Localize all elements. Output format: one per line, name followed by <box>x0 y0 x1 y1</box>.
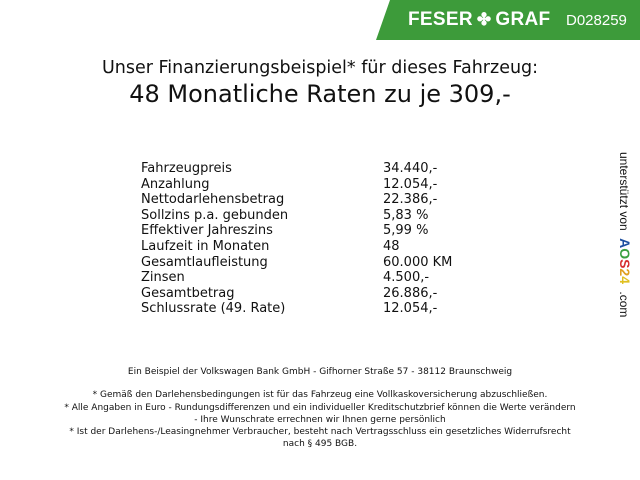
row-value: 34.440,- <box>383 161 438 176</box>
footnote-3b: nach § 495 BGB. <box>282 439 358 449</box>
sponsor-note: unterstützt von AOS24 .com <box>617 152 633 317</box>
brand-logo: FESER ✤ GRAF <box>408 9 550 31</box>
row-value: 12.054,- <box>383 301 438 317</box>
footnote-2b: - Ihre Wunschrate errechnen wir Ihnen ge… <box>194 415 446 425</box>
table-row: Laufzeit in Monaten 48 <box>141 238 400 255</box>
row-label: Fahrzeugpreis <box>141 161 232 176</box>
row-value: 12.054,- <box>383 176 438 192</box>
table-row: Anzahlung 12.054,- <box>141 176 437 193</box>
finance-table: Fahrzeugpreis 34.440,- Anzahlung 12.054,- Ne… <box>141 161 452 317</box>
row-label: Gesamtlaufleistung <box>141 254 268 270</box>
aos24-logo: AOS24 <box>617 238 633 285</box>
row-value: 60.000 KM <box>383 254 453 270</box>
title-line1: Unser Finanzierungsbeispiel* für dieses … <box>101 58 539 78</box>
vehicle-code: D028259 <box>566 12 627 29</box>
table-row: Gesamtbetrag 26.886,- <box>141 285 437 302</box>
row-label: Sollzins p.a. gebunden <box>141 207 289 223</box>
table-row: Gesamtlaufleistung 60.000 KM <box>141 254 452 271</box>
sponsor-suffix: .com <box>617 291 631 318</box>
row-value: 22.386,- <box>383 192 438 208</box>
table-row: Sollzins p.a. gebunden 5,83 % <box>141 207 428 224</box>
footnote-1: * Gemäß den Darlehensbedingungen ist für… <box>92 390 548 400</box>
row-value: 48 <box>383 238 400 254</box>
row-label: Schlussrate (49. Rate) <box>141 301 286 317</box>
row-label: Anzahlung <box>141 176 210 192</box>
row-value: 5,99 % <box>383 223 429 239</box>
header-banner <box>376 0 640 40</box>
row-label: Zinsen <box>141 270 185 286</box>
table-row: Zinsen 4.500,- <box>141 270 429 286</box>
brand-name-1: FESER <box>408 9 473 30</box>
title-rate: 48 Monatliche Raten zu je 309,- <box>129 80 511 108</box>
row-value: 5,83 % <box>383 207 429 223</box>
sponsor-prefix: unterstützt von <box>617 152 631 231</box>
table-row: Fahrzeugpreis 34.440,- <box>141 161 437 177</box>
row-label: Nettodarlehensbetrag <box>141 192 285 208</box>
table-row: Schlussrate (49. Rate) 12.054,- <box>141 301 437 317</box>
table-row: Effektiver Jahreszins 5,99 % <box>141 223 428 239</box>
table-row: Nettodarlehensbetrag 22.386,- <box>141 192 437 208</box>
footnote-2a: * Alle Angaben in Euro - Rundungsdiffere… <box>64 403 576 413</box>
brand-name-2: GRAF <box>495 9 551 30</box>
row-value: 26.886,- <box>383 285 438 301</box>
footnote-3a: * Ist der Darlehens-/Leasingnehmer Verbr… <box>69 427 571 437</box>
row-label: Gesamtbetrag <box>141 285 235 301</box>
clover-icon: ✤ <box>476 10 492 29</box>
row-label: Effektiver Jahreszins <box>141 223 273 239</box>
row-value: 4.500,- <box>383 270 430 286</box>
row-label: Laufzeit in Monaten <box>141 238 270 254</box>
bank-info: Ein Beispiel der Volkswagen Bank GmbH - … <box>127 367 513 377</box>
